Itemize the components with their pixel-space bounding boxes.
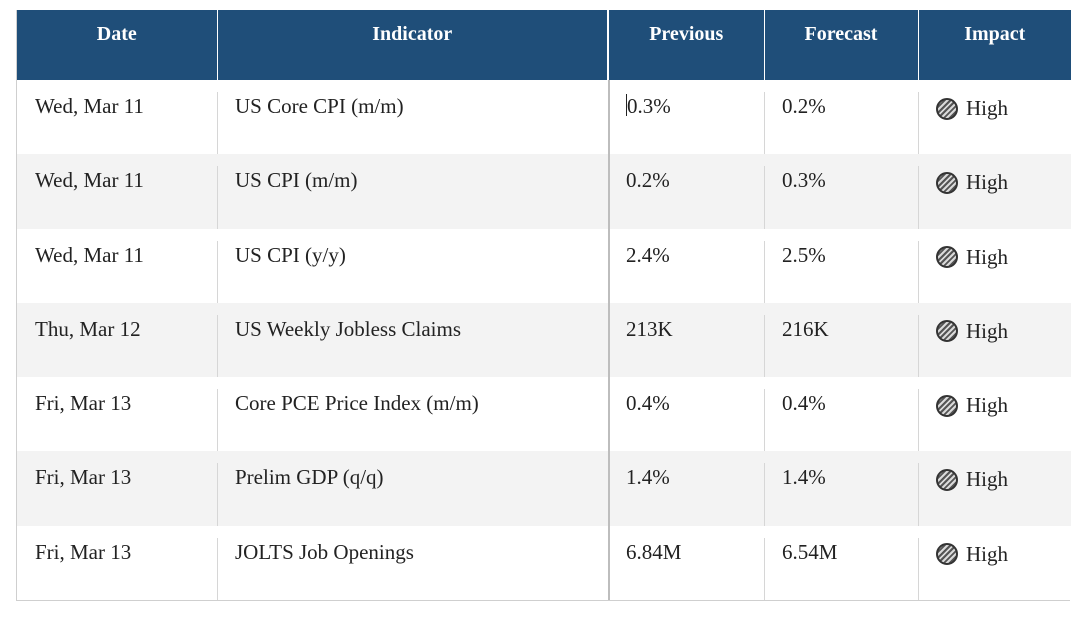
table-row: Thu, Mar 12 US Weekly Jobless Claims 213…: [17, 302, 1071, 378]
impact-cell: High: [918, 377, 1071, 452]
table-row: Fri, Mar 13 JOLTS Job Openings 6.84M 6.5…: [17, 525, 1071, 601]
impact-label: High: [966, 318, 1008, 343]
header-row: Date Indicator Previous Forecast Impact: [17, 10, 1071, 80]
table-row: Wed, Mar 11 US CPI (m/m) 0.2% 0.3% High: [17, 154, 1071, 229]
impact-cell: High: [918, 229, 1071, 303]
previous-cell: 0.3%: [608, 80, 764, 155]
impact-cell: High: [918, 451, 1071, 526]
impact-label: High: [966, 393, 1008, 418]
hatched-circle-icon: [936, 171, 958, 194]
text-cursor: [626, 94, 627, 116]
header-date: Date: [96, 23, 137, 45]
forecast-cell: 0.3%: [764, 154, 918, 229]
table-row: Wed, Mar 11 US Core CPI (m/m) 0.3% 0.2% …: [17, 80, 1071, 155]
impact-label: High: [966, 467, 1008, 492]
date-cell: Thu, Mar 12: [35, 316, 141, 341]
table-header: Date Indicator Previous Forecast Impact: [17, 10, 1071, 80]
header-indicator: Indicator: [216, 10, 608, 80]
header-previous: Previous: [607, 10, 764, 80]
impact-cell: High: [918, 80, 1071, 155]
previous-cell: 0.4%: [608, 377, 764, 452]
hatched-circle-icon: [936, 97, 958, 120]
previous-cell: 0.2%: [608, 154, 764, 229]
forecast-cell: 0.4%: [764, 377, 918, 452]
table-row: Wed, Mar 11 US CPI (y/y) 2.4% 2.5% High: [17, 228, 1071, 303]
hatched-circle-icon: [936, 468, 958, 491]
hatched-circle-icon: [936, 543, 958, 566]
date-cell: Wed, Mar 11: [35, 94, 144, 118]
forecast-cell: 6.54M: [764, 526, 918, 601]
date-cell: Fri, Mar 13: [35, 539, 132, 564]
date-cell: Wed, Mar 11: [35, 168, 144, 193]
impact-label: High: [966, 244, 1008, 269]
indicator-cell: Core PCE Price Index (m/m): [217, 377, 608, 452]
hatched-circle-icon: [936, 394, 958, 417]
table-body: Wed, Mar 11 US Core CPI (m/m) 0.3% 0.2% …: [17, 80, 1071, 601]
previous-cell: 2.4%: [608, 228, 764, 303]
previous-cell: 213K: [608, 302, 764, 378]
forecast-cell: 216K: [764, 303, 918, 378]
header-forecast: Forecast: [763, 10, 918, 80]
indicator-cell: JOLTS Job Openings: [217, 526, 608, 601]
previous-cell: 1.4%: [608, 451, 764, 526]
impact-cell: High: [918, 154, 1071, 229]
impact-label: High: [966, 170, 1008, 195]
hatched-circle-icon: [936, 246, 958, 269]
forecast-cell: 1.4%: [764, 451, 918, 526]
hatched-circle-icon: [936, 320, 958, 343]
indicator-cell: US Weekly Jobless Claims: [217, 303, 608, 378]
forecast-cell: 2.5%: [764, 229, 918, 303]
header-impact: Impact: [917, 10, 1071, 80]
impact-label: High: [966, 541, 1008, 566]
impact-cell: High: [918, 526, 1071, 601]
date-cell: Fri, Mar 13: [35, 391, 132, 416]
economic-calendar-table: Date Indicator Previous Forecast Impact …: [17, 10, 1071, 601]
impact-label: High: [966, 96, 1008, 120]
previous-cell: 6.84M: [608, 525, 764, 601]
forecast-cell: 0.2%: [764, 80, 918, 155]
table-row: Fri, Mar 13 Core PCE Price Index (m/m) 0…: [17, 377, 1071, 452]
previous-value: 0.3%: [627, 94, 671, 118]
impact-cell: High: [918, 303, 1071, 378]
indicator-cell: US CPI (m/m): [217, 154, 608, 229]
indicator-cell: Prelim GDP (q/q): [217, 451, 608, 526]
indicator-cell: US CPI (y/y): [217, 229, 608, 303]
economic-calendar-table-wrapper: Date Indicator Previous Forecast Impact …: [16, 10, 1071, 602]
indicator-cell: US Core CPI (m/m): [217, 80, 608, 155]
date-cell: Wed, Mar 11: [35, 242, 144, 267]
table-row: Fri, Mar 13 Prelim GDP (q/q) 1.4% 1.4% H…: [17, 451, 1071, 526]
date-cell: Fri, Mar 13: [35, 465, 132, 490]
